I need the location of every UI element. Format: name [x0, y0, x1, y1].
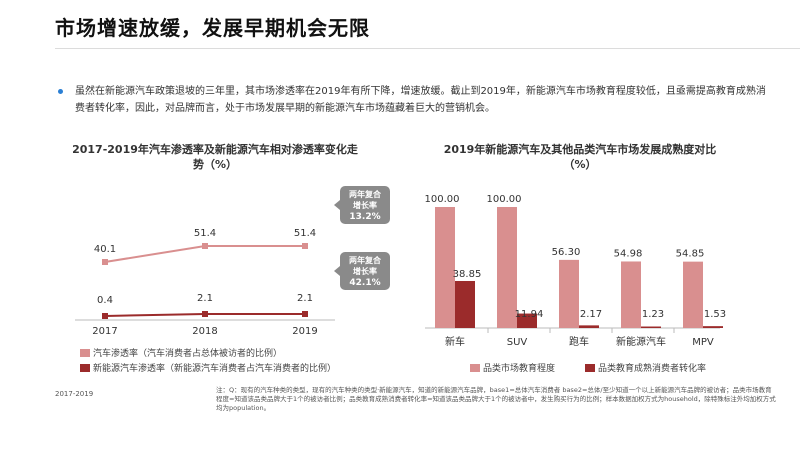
bar-data-label: 100.00: [425, 194, 460, 205]
data-label: 40.1: [94, 244, 116, 255]
data-point: [202, 311, 208, 317]
growth-callout-box: [340, 186, 390, 224]
callout-pointer: [334, 266, 340, 276]
bar: [435, 207, 455, 328]
bar: [497, 207, 517, 328]
callout-label: 两年复合: [349, 255, 382, 265]
line-legend-item-1: 汽车渗透率（汽车消费者占总体被访者的比例）: [80, 346, 282, 359]
summary-text: 虽然在新能源汽车政策退坡的三年里，其市场渗透率在2019年有所下降，增速放缓。截…: [75, 86, 766, 114]
bar: [517, 313, 537, 328]
data-label: 2.1: [197, 293, 213, 304]
bar-legend-item-2: 品类教育成熟消费者转化率: [585, 361, 706, 374]
bar: [683, 261, 703, 328]
callout-label: 两年复合: [349, 189, 382, 199]
data-label: 51.4: [294, 228, 316, 239]
bar-data-label: 38.85: [453, 269, 482, 280]
footer-note: 注：Q：现有的汽车种类的类型，现有的汽车种类的类型·新能源汽车，知道的新能源汽车…: [216, 386, 776, 412]
bullet-dot-icon: [58, 89, 63, 94]
data-point: [102, 259, 108, 265]
bar: [641, 326, 661, 328]
bar-data-label: 54.85: [676, 249, 705, 260]
bar: [703, 326, 723, 328]
callout-value: 42.1%: [349, 278, 380, 288]
legend-swatch-pink: [470, 364, 480, 372]
title-accent-bar: [0, 0, 8, 58]
x-tick-label: 2019: [292, 326, 317, 337]
title-divider: [55, 48, 800, 49]
data-point: [302, 243, 308, 249]
data-point: [302, 311, 308, 317]
legend-label: 新能源汽车渗透率（新能源汽车消费者占汽车消费者的比例）: [93, 364, 337, 374]
data-point: [102, 313, 108, 319]
callout-label: 增长率: [353, 200, 377, 210]
legend-label: 汽车渗透率（汽车消费者占总体被访者的比例）: [93, 349, 283, 359]
bar-data-label: 1.53: [704, 309, 726, 320]
callout-label: 增长率: [353, 266, 377, 276]
x-tick-label: 2018: [192, 326, 217, 337]
bar-chart-title: 2019年新能源汽车及其他品类汽车市场发展成熟度对比（%）: [443, 143, 717, 171]
category-label: 新能源汽车: [616, 335, 666, 348]
bar: [579, 325, 599, 328]
category-label: SUV: [507, 337, 528, 348]
legend-swatch-dark-red: [585, 364, 595, 372]
page-title: 市场增速放缓，发展早期机会无限: [55, 16, 370, 40]
data-label: 51.4: [194, 228, 216, 239]
callout-pointer: [334, 200, 340, 210]
legend-swatch-pink: [80, 349, 90, 357]
footer-source: 2017-2019: [55, 390, 94, 398]
bar-data-label: 2.17: [580, 309, 602, 320]
category-label: 新车: [445, 335, 465, 348]
bar-data-label: 54.98: [614, 248, 643, 259]
bar-data-label: 56.30: [552, 247, 581, 258]
x-tick-label: 2017: [92, 326, 117, 337]
line-chart-title: 2017-2019年汽车渗透率及新能源汽车相对渗透率变化走势（%）: [72, 143, 358, 171]
legend-label: 品类市场教育程度: [483, 364, 556, 374]
bar-data-label: 11.94: [515, 309, 544, 320]
bar: [621, 261, 641, 328]
category-label: 跑车: [569, 335, 589, 348]
line-legend-item-2: 新能源汽车渗透率（新能源汽车消费者占汽车消费者的比例）: [80, 361, 336, 374]
bar-data-label: 100.00: [487, 194, 522, 205]
data-point: [202, 243, 208, 249]
bar: [559, 259, 579, 328]
summary-paragraph: 虽然在新能源汽车政策退坡的三年里，其市场渗透率在2019年有所下降，增速放缓。截…: [58, 83, 770, 117]
legend-swatch-dark-red: [80, 364, 90, 372]
category-label: MPV: [692, 337, 714, 348]
data-label: 2.1: [297, 293, 313, 304]
bar-legend-item-1: 品类市场教育程度: [470, 361, 555, 374]
legend-label: 品类教育成熟消费者转化率: [598, 364, 707, 374]
callout-value: 13.2%: [349, 212, 380, 222]
bar-data-label: 1.23: [642, 309, 664, 320]
growth-callout-box: [340, 252, 390, 290]
data-label: 0.4: [97, 295, 113, 306]
bar: [455, 280, 475, 328]
